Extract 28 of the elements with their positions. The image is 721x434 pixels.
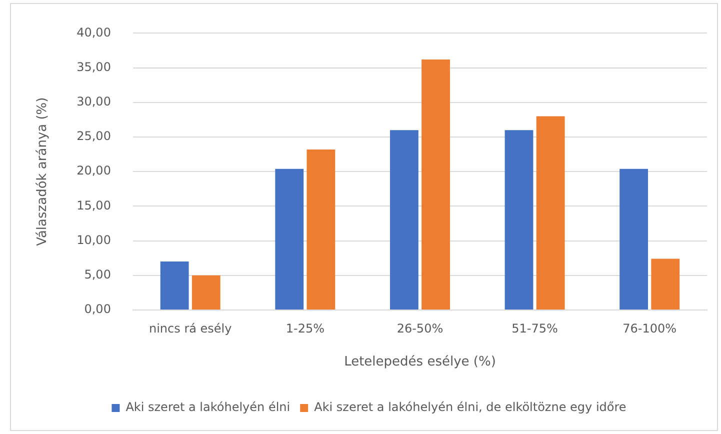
bar: [160, 262, 189, 310]
y-tick-label: 10,00: [76, 232, 111, 247]
y-tick-label: 15,00: [76, 198, 111, 212]
y-tick-label: 20,00: [76, 164, 111, 178]
bar: [536, 116, 565, 310]
legend-label: Aki szeret a lakóhelyén élni, de elköltözne egy időre: [314, 400, 626, 414]
x-tick-label: nincs rá esély: [148, 321, 232, 336]
bar: [620, 168, 648, 310]
bar: [651, 258, 680, 310]
x-axis-title: Letelepedés esélye (%): [344, 354, 496, 370]
y-tick-label: 5,00: [84, 268, 111, 282]
legend-label: Aki szeret a lakóhelyén élni: [126, 400, 290, 414]
y-tick-label: 40,00: [76, 25, 111, 40]
x-tick-label: 76-100%: [622, 321, 677, 336]
y-axis-title: Válaszadók aránya (%): [35, 97, 50, 246]
y-tick-label: 25,00: [76, 129, 111, 144]
x-tick-label: 51-75%: [512, 321, 558, 336]
y-tick-label: 30,00: [76, 94, 111, 109]
y-tick-label: 35,00: [76, 60, 111, 74]
bar: [422, 59, 450, 310]
x-tick-label: 1-25%: [286, 321, 324, 336]
bar: [504, 130, 534, 310]
y-tick-label: 0,00: [84, 302, 111, 316]
bar: [306, 149, 336, 310]
bar: [192, 275, 220, 310]
x-tick-label: 26-50%: [396, 321, 444, 336]
bar: [275, 168, 304, 310]
bar: [390, 130, 418, 310]
